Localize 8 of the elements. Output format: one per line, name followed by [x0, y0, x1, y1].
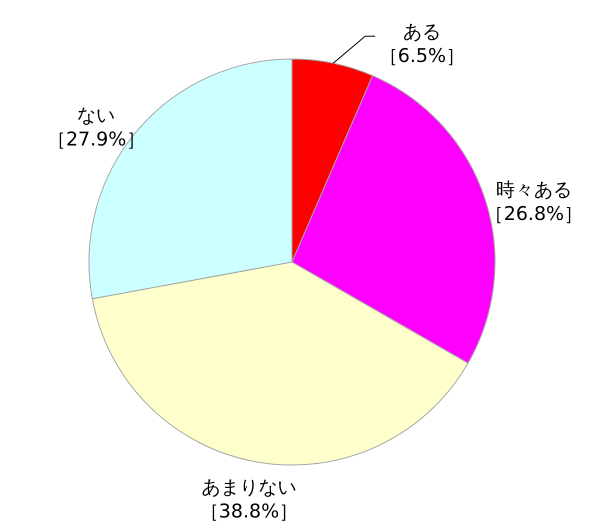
- data-label: ［26.8%］: [484, 202, 584, 225]
- data-label: ［6.5%］: [378, 45, 466, 68]
- slice-label: 時々ある: [496, 178, 572, 201]
- data-label: ［38.8%］: [200, 500, 298, 522]
- slice-label: ある: [402, 21, 441, 44]
- data-label: ［27.9%］: [46, 128, 146, 150]
- slice-label: ない: [77, 104, 116, 126]
- slice-label: あまりない: [201, 476, 296, 499]
